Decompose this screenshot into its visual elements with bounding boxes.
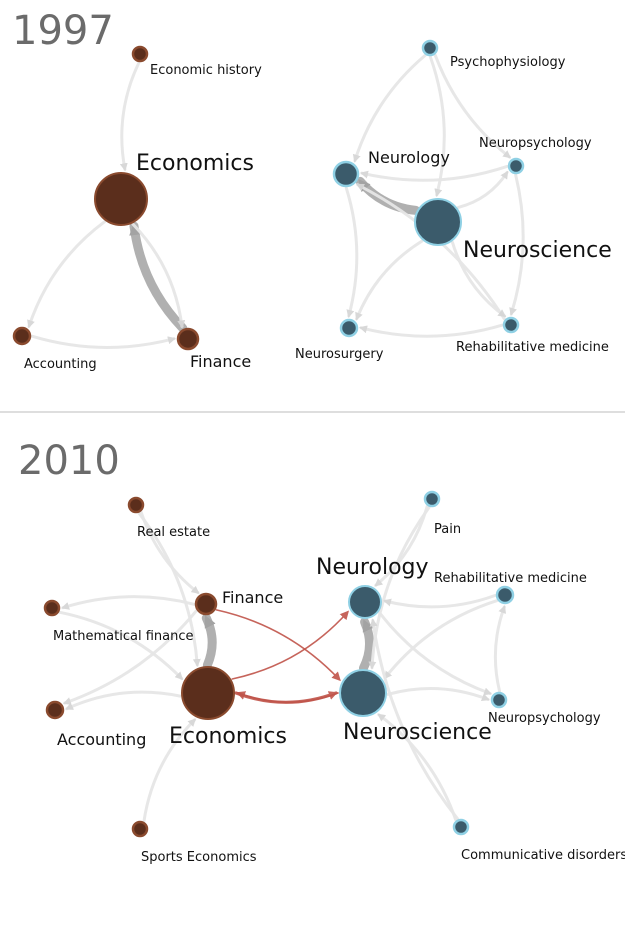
node-label-economics: Economics: [169, 724, 287, 749]
edge-neurology-to-neuropsych: [378, 611, 492, 696]
node-mathfin[interactable]: [43, 599, 61, 617]
edge-realestate-to-econ: [137, 511, 201, 667]
edge-commdis-to-neurology: [369, 618, 459, 821]
node-rehab[interactable]: [502, 316, 520, 334]
edge-finance-to-accounting: [62, 609, 198, 705]
edges-1997: [27, 53, 525, 349]
node-neuropsych[interactable]: [490, 691, 508, 709]
edge-rehab-to-neurosurgery: [359, 323, 504, 338]
edge-accounting-to-finance: [30, 334, 176, 349]
node-label-neurosurgery: Neurosurgery: [295, 347, 384, 362]
edge-rehab-to-neuroscience: [383, 599, 499, 680]
edge-neuroscience-to-neurology: [359, 617, 375, 673]
node-econ_hist[interactable]: [131, 45, 149, 63]
node-label-communicative-disorders: Communicative disorders: [461, 848, 625, 863]
nodes-1997: [12, 39, 525, 351]
edge-neuroscience-to-econ: [236, 691, 339, 704]
labels-2010: Real estate Finance Mathematical finance…: [53, 522, 625, 865]
node-label-accounting: Accounting: [24, 357, 97, 372]
nodes-2010: [43, 490, 515, 838]
year-label-1997: 1997: [12, 8, 114, 54]
labels-1997: Economic history Economics Accounting Fi…: [24, 55, 612, 372]
edge-neuroscience-to-neurology: [355, 176, 421, 215]
edge-neuroscience-to-neuropsych: [386, 687, 490, 701]
node-sports[interactable]: [131, 820, 149, 838]
node-neurosurgery[interactable]: [339, 318, 359, 338]
edge-finance-to-econ: [129, 221, 188, 333]
edge-neurology-to-neurosurgery: [344, 186, 359, 318]
edge-econ-to-accounting: [27, 220, 107, 329]
edge-finance-to-neuroscience: [215, 609, 341, 682]
edge-psychophys-to-neuropsych: [433, 53, 512, 159]
node-neurology[interactable]: [348, 585, 382, 619]
node-label-sports-economics: Sports Economics: [141, 850, 257, 865]
edge-neuroscience-to-neurosurgery: [355, 239, 424, 321]
node-finance[interactable]: [176, 327, 200, 351]
node-label-neuroscience: Neuroscience: [463, 238, 612, 263]
node-neuropsych[interactable]: [507, 157, 525, 175]
edges-2010: [58, 505, 507, 823]
edge-mathfin-to-econ: [58, 610, 184, 681]
node-finance[interactable]: [194, 592, 218, 616]
node-neuroscience[interactable]: [339, 669, 387, 717]
node-label-neuropsychology: Neuropsychology: [488, 711, 601, 726]
node-label-pain: Pain: [434, 522, 461, 537]
node-label-rehabilitative-medicine: Rehabilitative medicine: [456, 340, 609, 355]
node-label-neurology: Neurology: [316, 555, 429, 580]
edge-sports-to-econ: [142, 718, 197, 823]
edge-psychophys-to-neurology: [352, 54, 427, 163]
node-label-finance: Finance: [222, 588, 283, 607]
edge-neuropsych-to-rehab: [493, 605, 507, 693]
node-rehab[interactable]: [495, 585, 515, 605]
edge-neuropsych-to-rehab: [509, 173, 525, 316]
node-label-neurology: Neurology: [368, 148, 450, 167]
node-label-economics: Economics: [136, 151, 254, 176]
node-label-mathematical-finance: Mathematical finance: [53, 629, 194, 644]
node-label-neuropsychology: Neuropsychology: [479, 136, 592, 151]
node-econ[interactable]: [94, 172, 148, 226]
edge-rehab-to-neurology: [383, 594, 497, 609]
node-label-psychophysiology: Psychophysiology: [450, 55, 566, 70]
edge-econ-to-accounting: [65, 690, 182, 711]
panel-1997: 1997 Economic history Economics Accounti…: [12, 8, 612, 372]
edge-econ-to-finance: [201, 613, 217, 670]
edge-psychophys-to-neuroscience: [428, 55, 446, 197]
node-label-finance: Finance: [190, 352, 251, 371]
edge-pain-to-neuroscience: [368, 506, 431, 670]
node-neurology[interactable]: [332, 160, 360, 188]
node-neuroscience[interactable]: [414, 198, 462, 246]
node-econ[interactable]: [181, 666, 235, 720]
edge-finance-to-mathfin: [61, 595, 196, 610]
node-label-neuroscience: Neuroscience: [343, 720, 492, 745]
year-label-2010: 2010: [18, 438, 120, 484]
edge-neuroscience-to-neuropsych: [456, 170, 509, 209]
node-accounting[interactable]: [45, 700, 65, 720]
edge-econ-to-finance: [131, 222, 186, 329]
edge-econ-to-neurology: [231, 610, 350, 680]
node-label-economic-history: Economic history: [150, 63, 262, 78]
node-psychophys[interactable]: [421, 39, 439, 57]
node-commdis[interactable]: [452, 818, 470, 836]
node-realestate[interactable]: [127, 496, 145, 514]
node-pain[interactable]: [423, 490, 441, 508]
edge-econ_hist-to-econ: [119, 61, 141, 172]
node-label-accounting: Accounting: [57, 730, 146, 749]
edge-commdis-to-neuroscience: [377, 713, 458, 822]
edge-neuroscience-to-rehab: [451, 240, 507, 318]
node-label-real-estate: Real estate: [137, 525, 210, 540]
node-label-rehabilitative-medicine: Rehabilitative medicine: [434, 571, 587, 586]
edge-neuropsych-to-neurology: [360, 164, 509, 182]
node-accounting[interactable]: [12, 326, 32, 346]
panel-2010: 2010 Real estate Finance Mathematical fi…: [18, 438, 625, 865]
